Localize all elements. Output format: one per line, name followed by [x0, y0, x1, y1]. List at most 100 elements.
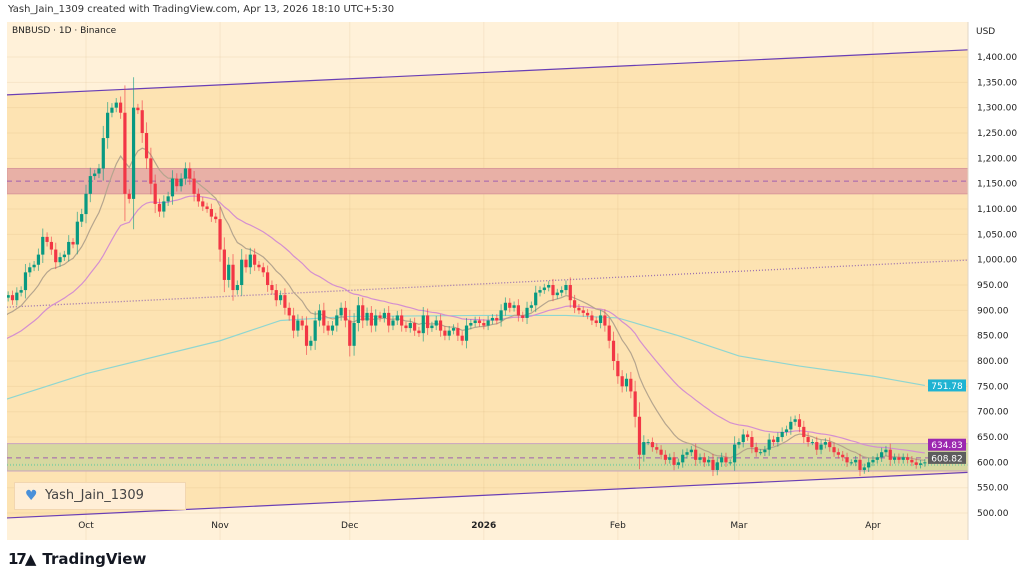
candle-body [378, 315, 382, 318]
time-tick-label: 2026 [471, 521, 496, 531]
candle-body [512, 305, 516, 308]
symbol-label[interactable]: BNBUSD · 1D · Binance [12, 26, 117, 36]
price-tick-label: 1,050.00 [977, 230, 1017, 240]
candle-body [555, 292, 559, 296]
candle-body [248, 254, 252, 268]
candle-body [257, 264, 261, 268]
candle-body [283, 295, 287, 308]
candle-body [278, 295, 283, 301]
candle-body [356, 305, 361, 324]
tradingview-logo[interactable]: 17▲ TradingView [8, 550, 146, 568]
candle-body [892, 457, 897, 460]
candle-body [771, 439, 776, 443]
candle-body [806, 437, 810, 443]
candle-body [694, 449, 698, 460]
candle-body [871, 459, 875, 463]
candle-body [175, 178, 179, 187]
candle-body [361, 305, 365, 321]
candle-body [313, 320, 317, 341]
candle-body [227, 264, 231, 280]
candle-body [672, 457, 676, 465]
candle-body [36, 254, 41, 265]
candle-body [897, 457, 901, 460]
candle-body [430, 325, 434, 329]
tv-logo-icon: 17▲ [8, 550, 36, 568]
candle-body [162, 201, 166, 212]
candle-body [417, 330, 421, 334]
candle-body [888, 449, 892, 460]
candle-body [542, 287, 546, 291]
candle-body [382, 312, 386, 318]
candle-body [858, 459, 862, 470]
candle-body [573, 300, 577, 308]
candle-body [923, 462, 927, 464]
price-tick-label: 800.00 [977, 357, 1009, 367]
candle-body [131, 107, 136, 199]
candle-body [464, 325, 469, 341]
candle-body [369, 312, 373, 326]
candle-body [32, 264, 36, 268]
candle-body [136, 107, 140, 111]
candle-body [815, 442, 819, 450]
candle-body [776, 437, 780, 443]
candle-body [689, 449, 693, 453]
candle-body [443, 330, 447, 336]
candle-body [287, 307, 291, 316]
candle-body [170, 178, 175, 197]
price-tick-label: 650.00 [977, 433, 1009, 443]
candle-body [140, 110, 144, 134]
time-tick-label: Nov [211, 521, 229, 531]
candle-body [166, 196, 170, 202]
candle-body [97, 168, 101, 174]
candle-body [365, 312, 369, 321]
candle-body [67, 241, 71, 255]
candle-body [54, 249, 58, 263]
candle-body [266, 272, 270, 286]
candle-body [767, 439, 771, 450]
price-tick-label: 1,000.00 [977, 256, 1017, 266]
price-tick-label: 1,350.00 [977, 78, 1017, 88]
candle-body [551, 285, 555, 296]
candle-body [296, 320, 300, 331]
currency-label[interactable]: USD [976, 27, 996, 37]
candle-body [607, 325, 611, 341]
candle-body [395, 315, 399, 321]
candle-body [741, 434, 745, 443]
candle-body [188, 168, 192, 179]
time-tick-label: Oct [78, 521, 94, 531]
candle-body [629, 378, 633, 392]
candle-body [179, 178, 183, 187]
price-axis[interactable] [968, 20, 1024, 540]
channel-lower-line [7, 471, 968, 519]
candle-body [564, 285, 568, 291]
candle-body [106, 112, 110, 139]
candle-body [45, 236, 49, 242]
candle-body [659, 449, 663, 455]
time-tick-label: Dec [341, 521, 358, 531]
candle-body [594, 320, 598, 324]
price-tick-label: 1,300.00 [977, 104, 1017, 114]
candle-body [84, 193, 88, 215]
candle-body [460, 335, 464, 341]
candle-body [845, 457, 849, 463]
candle-body [724, 457, 728, 463]
candle-body [884, 449, 888, 453]
candle-body [819, 444, 823, 450]
candle-body [698, 457, 702, 460]
candle-body [335, 315, 339, 326]
candle-body [205, 206, 209, 210]
candle-body [862, 467, 866, 470]
candle-body [93, 173, 97, 177]
candle-body [810, 442, 815, 444]
candle-body [568, 285, 572, 301]
candle-body [291, 315, 296, 331]
ma-mid-line [7, 195, 925, 454]
candle-body [637, 416, 642, 455]
time-tick-label: Feb [610, 521, 626, 531]
candle-body [797, 419, 802, 427]
candle-body [304, 325, 309, 346]
price-tick-label: 550.00 [977, 484, 1009, 494]
candle-body [585, 312, 590, 316]
candle-body [789, 421, 793, 430]
